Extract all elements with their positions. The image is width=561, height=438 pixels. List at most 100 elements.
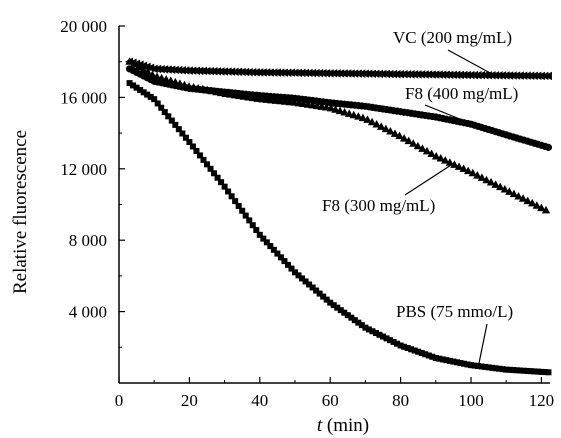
data-point [306,281,313,288]
data-point [133,84,140,91]
data-point [165,113,172,120]
leader-line-pbs-75 [477,323,488,368]
y-tick-label: 4 000 [69,303,107,322]
data-point [137,87,144,94]
data-point [189,143,196,150]
y-tick-label: 20 000 [60,17,107,36]
data-point [326,103,336,112]
data-point [491,180,500,188]
data-point [518,194,528,202]
data-point [281,258,288,265]
data-point [383,335,390,342]
data-point [401,343,408,350]
data-point [492,365,499,372]
data-point [473,171,482,179]
data-point [505,187,514,195]
data-point [534,368,541,375]
data-point [541,369,548,376]
data-point [335,106,345,115]
data-point [372,120,381,128]
data-point [404,345,411,352]
data-point [381,124,391,133]
data-point [363,115,372,123]
data-point [152,72,162,80]
data-point [482,175,491,184]
data-point [263,239,270,246]
data-point [486,178,496,186]
data-point [510,367,517,374]
data-point [372,330,379,337]
data-point [349,110,358,119]
x-tick-label: 80 [392,391,409,410]
data-point [144,91,151,98]
data-point [422,351,429,358]
data-point [211,170,218,177]
data-point [543,71,552,81]
data-point [387,337,394,344]
data-point [541,205,551,214]
data-point [196,152,203,159]
data-point [348,314,355,321]
leader-line-f8-300 [404,162,454,196]
annotation-leaders [404,49,496,368]
leader-line-f8-400 [424,104,482,129]
data-point [399,134,409,142]
data-point [446,357,453,364]
series-pbs-75 [126,80,552,376]
data-point [527,368,534,375]
data-point [369,328,376,335]
data-point [468,168,477,177]
data-point [496,365,503,372]
data-point [302,278,309,285]
data-point [436,154,445,162]
data-point [429,353,436,360]
data-point [482,363,489,370]
data-point [367,117,377,126]
data-point [537,203,546,212]
data-point [517,367,524,374]
data-point [130,82,137,89]
data-point [218,179,225,186]
x-axis-title-unit: (min) [322,415,369,436]
series-layer [125,57,553,376]
data-point [538,368,545,375]
data-point [362,324,369,331]
data-point [256,231,263,238]
data-point [409,139,418,147]
data-point [157,73,166,82]
data-point [284,261,291,268]
data-point [380,333,386,340]
data-point [509,189,519,198]
data-point [316,290,323,297]
data-point [186,139,193,146]
data-point [327,299,334,306]
data-point [200,156,207,163]
series-vc-200 [125,57,552,81]
data-point [496,182,505,191]
data-point [175,79,185,87]
data-point [485,364,492,371]
data-point [154,100,161,107]
data-point [288,265,295,272]
data-point [404,136,413,145]
data-point [411,347,418,354]
data-point [499,366,506,373]
data-point [513,367,520,374]
data-point [323,296,330,303]
x-tick-label: 0 [115,391,124,410]
data-point [158,104,165,111]
y-tick-label: 12 000 [60,160,107,179]
data-point [355,319,362,326]
data-point [331,105,340,113]
data-point [478,363,485,370]
data-point [390,129,400,137]
x-tick-label: 40 [251,391,268,410]
data-point [182,134,189,141]
data-point [450,160,459,168]
leader-line-vc-200 [447,49,496,77]
data-point [175,126,182,133]
data-point [214,174,221,181]
data-point [453,359,460,366]
data-point [232,198,239,205]
